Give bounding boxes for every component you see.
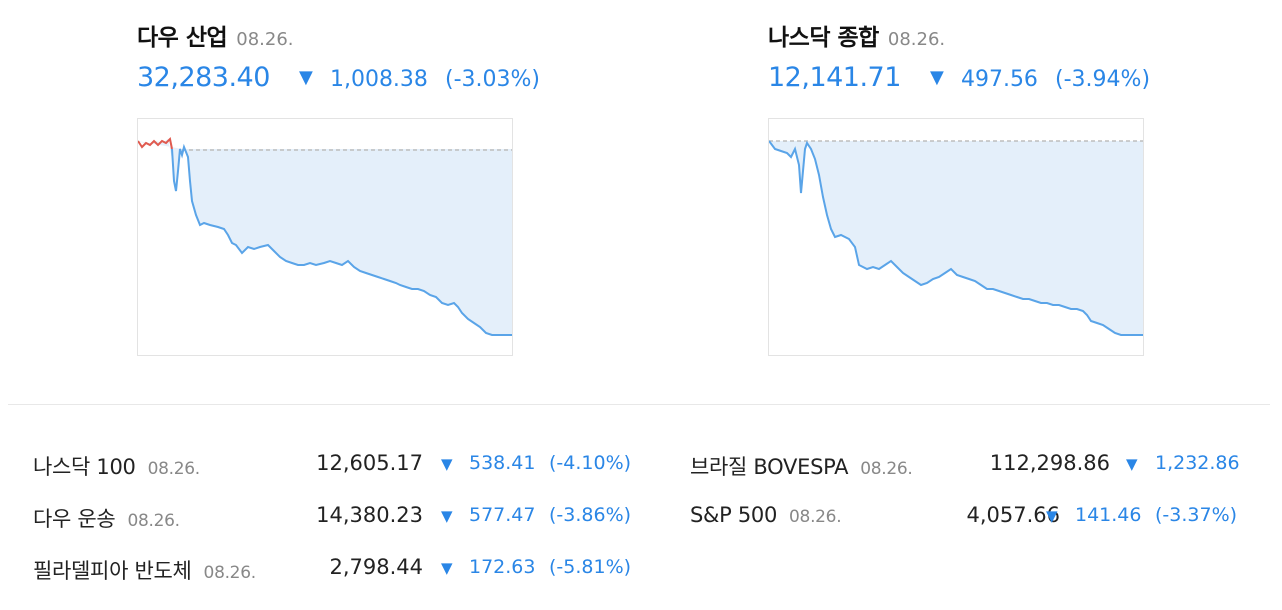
row-name: 다우 운송 08.26. bbox=[33, 507, 180, 531]
card-values: 32,283.40 ▼ 1,008.38 (-3.03%) bbox=[137, 62, 540, 93]
down-arrow-icon: ▼ bbox=[441, 559, 453, 577]
row-date: 08.26. bbox=[860, 459, 913, 479]
index-change-percent: (-3.03%) bbox=[445, 67, 541, 92]
row-name: 필라델피아 반도체 08.26. bbox=[33, 559, 257, 583]
index-name: 다우 산업 bbox=[137, 25, 228, 51]
index-row-philadelphia-semiconductor[interactable]: 필라델피아 반도체 08.26. 2,798.44 ▼ 172.63 (-5.81… bbox=[33, 555, 643, 585]
row-change-percent: (-5.81%) bbox=[549, 556, 632, 578]
down-arrow-icon: ▼ bbox=[299, 67, 313, 88]
down-arrow-icon: ▼ bbox=[930, 67, 944, 88]
row-price: 112,298.86 bbox=[989, 451, 1110, 475]
nasdaq-intraday-chart[interactable] bbox=[768, 118, 1144, 356]
row-price: 14,380.23 bbox=[316, 503, 423, 527]
row-change-percent: (-4.10%) bbox=[549, 452, 632, 474]
card-values: 12,141.71 ▼ 497.56 (-3.94%) bbox=[768, 62, 1150, 93]
index-row-bovespa[interactable]: 브라질 BOVESPA 08.26. 112,298.86 ▼ 1,232.86 bbox=[690, 451, 1250, 481]
card-title: 나스닥 종합 08.26. bbox=[768, 18, 945, 52]
chart-down-line bbox=[769, 140, 1143, 336]
row-change-percent: (-3.86%) bbox=[549, 504, 632, 526]
chart-down-line bbox=[171, 143, 512, 336]
index-change: 1,008.38 bbox=[329, 67, 428, 92]
row-name: 나스닥 100 08.26. bbox=[33, 455, 201, 479]
row-name: S&P 500 08.26. bbox=[690, 503, 842, 527]
row-change-percent: (-3.37%) bbox=[1155, 504, 1238, 526]
row-price: 2,798.44 bbox=[329, 555, 423, 579]
chart-fill-area bbox=[138, 139, 512, 335]
index-date: 08.26. bbox=[236, 29, 294, 50]
chart-fill-area bbox=[769, 141, 1143, 335]
index-price: 32,283.40 bbox=[137, 62, 270, 93]
down-arrow-icon: ▼ bbox=[441, 455, 453, 473]
dow-intraday-chart[interactable] bbox=[137, 118, 513, 356]
index-change-percent: (-3.94%) bbox=[1055, 67, 1151, 92]
row-date: 08.26. bbox=[789, 507, 842, 527]
down-arrow-icon: ▼ bbox=[1126, 455, 1138, 473]
row-change: 1,232.86 bbox=[1155, 452, 1240, 474]
row-change: 538.41 bbox=[469, 452, 536, 474]
row-date: 08.26. bbox=[203, 563, 257, 583]
down-arrow-icon: ▼ bbox=[1046, 507, 1058, 525]
index-row-nasdaq-100[interactable]: 나스닥 100 08.26. 12,605.17 ▼ 538.41 (-4.10%… bbox=[33, 451, 643, 481]
row-price: 12,605.17 bbox=[316, 451, 423, 475]
index-price: 12,141.71 bbox=[768, 62, 901, 93]
nasdaq-intraday-chart-svg bbox=[769, 140, 1143, 336]
card-title: 다우 산업 08.26. bbox=[137, 18, 294, 52]
index-name: 나스닥 종합 bbox=[768, 25, 879, 51]
row-change: 577.47 bbox=[469, 504, 536, 526]
row-change: 141.46 bbox=[1075, 504, 1142, 526]
row-price: 4,057.66 bbox=[966, 503, 1060, 527]
row-change: 172.63 bbox=[469, 556, 536, 578]
index-change: 497.56 bbox=[960, 67, 1038, 92]
row-date: 08.26. bbox=[127, 511, 180, 531]
dow-intraday-chart-svg bbox=[138, 136, 512, 336]
index-date: 08.26. bbox=[887, 29, 946, 50]
index-row-sp500[interactable]: S&P 500 08.26. 4,057.66 ▼ 141.46 (-3.37%) bbox=[690, 503, 1250, 533]
row-name: 브라질 BOVESPA 08.26. bbox=[690, 455, 913, 479]
down-arrow-icon: ▼ bbox=[441, 507, 453, 525]
row-date: 08.26. bbox=[147, 459, 201, 479]
chart-up-line bbox=[138, 136, 173, 150]
section-divider bbox=[8, 404, 1270, 405]
index-row-dow-transport[interactable]: 다우 운송 08.26. 14,380.23 ▼ 577.47 (-3.86%) bbox=[33, 503, 643, 533]
